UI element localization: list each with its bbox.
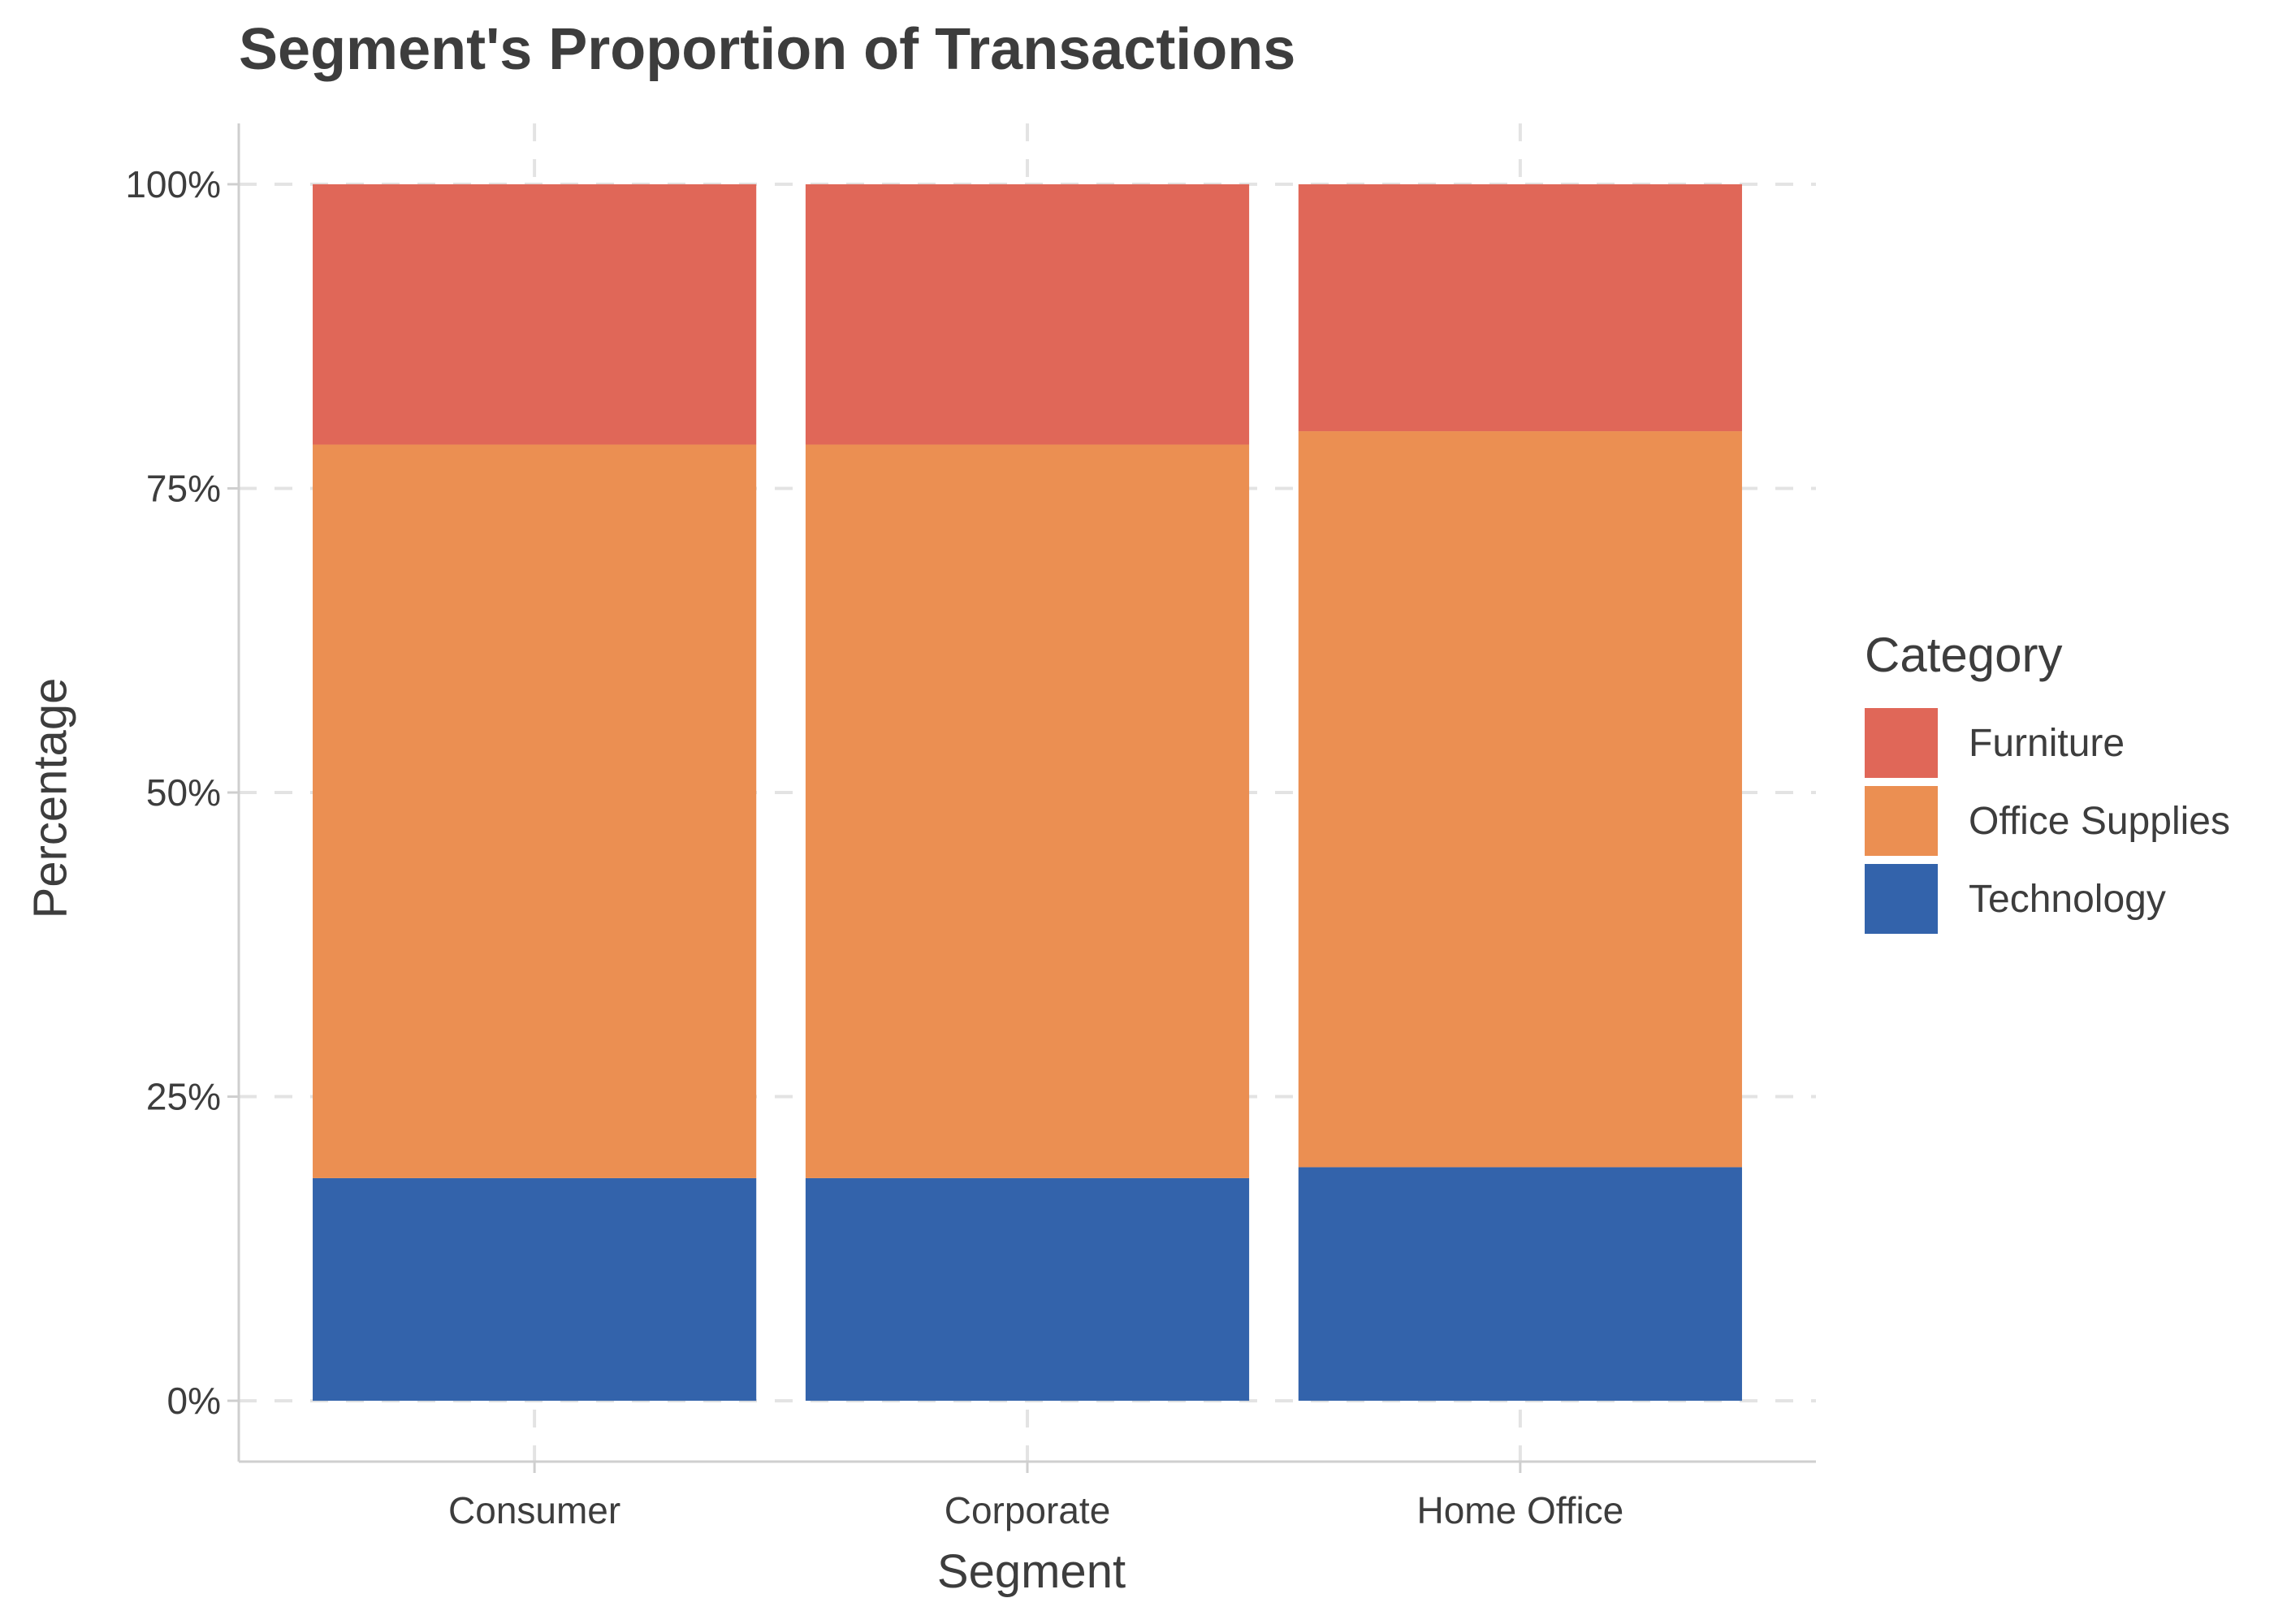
bar-segment-home-office-furniture bbox=[1298, 184, 1742, 432]
bar-segment-home-office-technology bbox=[1298, 1167, 1742, 1402]
bar-segment-corporate-furniture bbox=[805, 184, 1250, 445]
legend-title: Category bbox=[1865, 628, 2063, 682]
axes bbox=[227, 123, 1816, 1473]
x-tick-label: Consumer bbox=[448, 1489, 620, 1531]
legend-item-technology: Technology bbox=[1865, 860, 2230, 938]
bar-segment-consumer-furniture bbox=[313, 184, 757, 445]
legend-item-furniture: Furniture bbox=[1865, 704, 2230, 782]
bar-segment-corporate-office-supplies bbox=[805, 444, 1250, 1178]
y-tick-label: 75% bbox=[146, 467, 221, 509]
y-tick-label: 100% bbox=[125, 163, 221, 205]
x-tick-label: Home Office bbox=[1416, 1489, 1623, 1531]
legend: Category Furniture Office Supplies Techn… bbox=[1865, 627, 2230, 938]
legend-swatch-technology bbox=[1865, 864, 1938, 934]
legend-swatch-furniture bbox=[1865, 708, 1938, 778]
legend-label-furniture: Furniture bbox=[1969, 721, 2125, 765]
legend-item-office-supplies: Office Supplies bbox=[1865, 782, 2230, 860]
y-tick-label: 0% bbox=[167, 1380, 221, 1422]
x-tick-label: Corporate bbox=[945, 1489, 1111, 1531]
legend-swatch-office-supplies bbox=[1865, 786, 1938, 856]
tick-labels: 0% 25% 50% 75% 100% Consumer Corporate Home Off… bbox=[125, 163, 1623, 1531]
bar-segment-home-office-office-supplies bbox=[1298, 431, 1742, 1168]
legend-label-technology: Technology bbox=[1969, 877, 2166, 921]
y-axis-label: Percentage bbox=[24, 677, 77, 919]
bar-segment-corporate-technology bbox=[805, 1177, 1250, 1402]
bar-segment-consumer-office-supplies bbox=[313, 444, 757, 1178]
legend-label-office-supplies: Office Supplies bbox=[1969, 799, 2230, 843]
y-tick-label: 25% bbox=[146, 1076, 221, 1118]
bar-segment-consumer-technology bbox=[313, 1177, 757, 1402]
chart-title: Segment's Proportion of Transactions bbox=[239, 17, 1296, 82]
bars bbox=[313, 184, 1742, 1402]
x-axis-label: Segment bbox=[936, 1545, 1126, 1598]
y-tick-label: 50% bbox=[146, 771, 221, 814]
